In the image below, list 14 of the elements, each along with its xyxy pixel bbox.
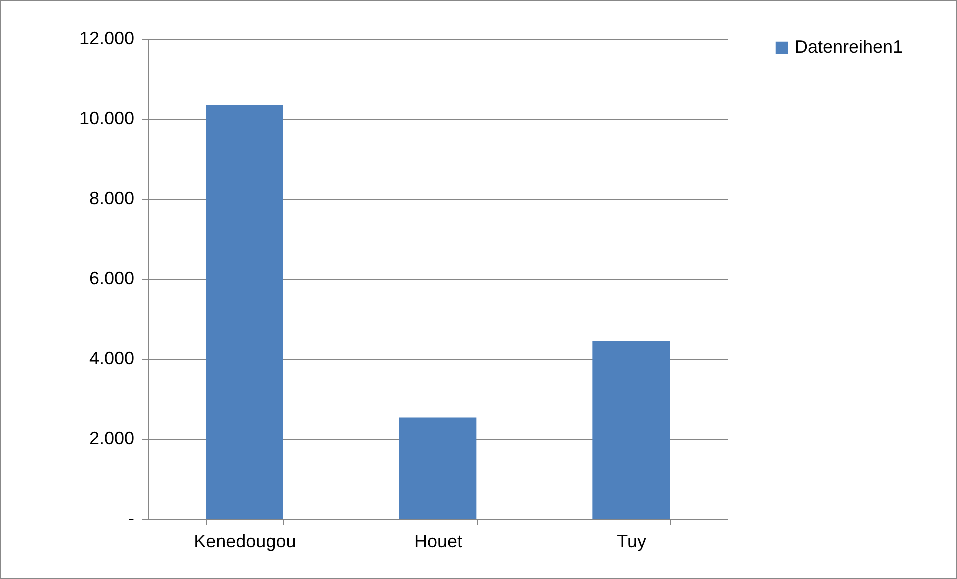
x-tick-label: Houet [414, 532, 463, 552]
y-tick-label: 12.000 [79, 28, 134, 48]
y-tick-label: 10.000 [79, 108, 134, 128]
y-tick-label: 2.000 [89, 428, 134, 448]
legend-label: Datenreihen1 [795, 37, 904, 57]
y-tick-label: 6.000 [89, 268, 134, 288]
y-tick-label: 4.000 [89, 348, 134, 368]
y-tick-label: - [128, 508, 134, 528]
x-tick-label: Tuy [617, 532, 647, 552]
bar [592, 341, 670, 519]
x-tick-label: Kenedougou [194, 532, 296, 552]
bar [399, 418, 477, 519]
bar [206, 105, 284, 519]
y-tick-label: 8.000 [89, 188, 134, 208]
